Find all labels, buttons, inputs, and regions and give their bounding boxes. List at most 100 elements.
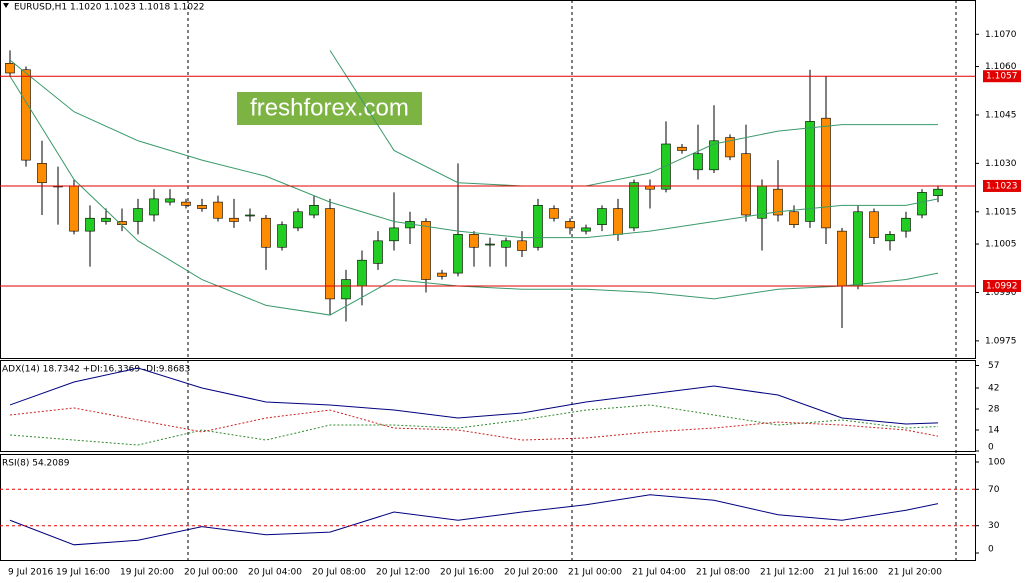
y-tick-label: 1.1005 xyxy=(985,240,1017,250)
x-tick-label: 21 Jul 16:00 xyxy=(824,568,878,578)
candle-body xyxy=(133,208,143,222)
x-tick-label: 20 Jul 08:00 xyxy=(312,568,366,578)
y-tick-label: 57 xyxy=(988,361,999,371)
y-tick-label: 1.1070 xyxy=(985,30,1017,40)
y-tick-label: 28 xyxy=(988,405,1000,415)
x-tick-label: 20 Jul 04:00 xyxy=(248,568,302,578)
candle-body xyxy=(21,69,31,161)
level-label: 1.1057 xyxy=(986,72,1018,82)
y-tick-label: 0 xyxy=(988,545,994,555)
candle-body xyxy=(213,201,223,219)
x-tick-label: 20 Jul 16:00 xyxy=(440,568,494,578)
x-tick-label: 20 Jul 20:00 xyxy=(504,568,558,578)
x-tick-label: 21 Jul 08:00 xyxy=(696,568,750,578)
candle-body xyxy=(885,234,895,242)
candle-body xyxy=(789,211,799,225)
candle-body xyxy=(597,208,607,225)
x-tick-label: 19 Jul 16:00 xyxy=(56,568,110,578)
candle-body xyxy=(901,217,911,232)
rsi-title: RSI(8) 54.2089 xyxy=(2,459,70,469)
candle-body xyxy=(149,198,159,216)
candle-body xyxy=(261,217,271,248)
panel xyxy=(0,50,975,328)
candle-body xyxy=(389,227,399,242)
main-panel-frame xyxy=(0,0,976,359)
candle-body xyxy=(629,182,639,229)
candle-body xyxy=(117,221,127,225)
candle-body xyxy=(37,163,47,184)
watermark-box xyxy=(237,92,422,125)
x-tick-label: 21 Jul 04:00 xyxy=(632,568,686,578)
candle-body xyxy=(197,205,207,209)
menu-icon xyxy=(3,3,9,8)
y-tick-label: 42 xyxy=(988,384,999,394)
indicator-line xyxy=(9,404,939,446)
candle-body xyxy=(5,63,15,74)
candle-body xyxy=(437,272,447,277)
level-label-box xyxy=(983,70,1021,83)
candle-body xyxy=(837,230,847,287)
indicator-line xyxy=(9,407,939,441)
y-tick-label: 0 xyxy=(988,443,994,453)
candle-body xyxy=(677,146,687,151)
x-tick-label: 9 Jul 2016 xyxy=(8,568,53,578)
rsi-panel-frame xyxy=(0,454,976,561)
y-tick-label: 1.1060 xyxy=(985,62,1017,72)
candle-body xyxy=(245,214,255,217)
y-tick-label: 30 xyxy=(988,521,1000,531)
y-tick-label: 1.1015 xyxy=(985,207,1017,217)
candle-body xyxy=(565,221,575,229)
x-tick-label: 21 Jul 00:00 xyxy=(568,568,622,578)
indicator-line xyxy=(9,367,939,425)
candle-body xyxy=(469,234,479,248)
y-tick-label: 1.1045 xyxy=(985,110,1017,120)
candle-body xyxy=(69,185,79,232)
indicator-line xyxy=(9,494,939,546)
candle-body xyxy=(933,188,943,196)
candle-body xyxy=(101,217,111,222)
x-tick-label: 21 Jul 20:00 xyxy=(888,568,942,578)
candle-body xyxy=(709,140,719,171)
candle-body xyxy=(517,240,527,251)
candle-body xyxy=(293,211,303,229)
candle-body xyxy=(613,208,623,235)
candle-body xyxy=(165,198,175,203)
candle-body xyxy=(421,221,431,280)
candle-body xyxy=(85,217,95,232)
candle-body xyxy=(229,217,239,222)
adx-title: ADX(14) 18.7342 +DI:16.3369 -DI:9.8683 xyxy=(2,365,190,375)
candle-body xyxy=(853,211,863,287)
candle-body xyxy=(693,153,703,171)
level-label-box xyxy=(983,179,1021,192)
y-tick-label: 1.0975 xyxy=(985,336,1017,346)
candle-body xyxy=(181,201,191,206)
y-tick-label: 1.1030 xyxy=(985,159,1017,169)
candle-body xyxy=(325,208,335,300)
panel xyxy=(0,488,975,546)
candle-body xyxy=(453,234,463,274)
y-tick-label: 1.0990 xyxy=(985,288,1017,298)
band-upper xyxy=(329,50,938,187)
x-tick-label: 20 Jul 12:00 xyxy=(376,568,430,578)
y-tick-label: 14 xyxy=(988,426,1000,436)
panel xyxy=(9,367,939,446)
candle-body xyxy=(549,208,559,219)
level-label: 1.0992 xyxy=(986,282,1018,292)
chart-title: EURUSD,H1 1.1020 1.1023 1.1018 1.1022 xyxy=(14,3,205,13)
candle-body xyxy=(309,205,319,216)
y-tick-label: 70 xyxy=(988,485,1000,495)
candle-body xyxy=(501,240,511,248)
adx-panel-frame xyxy=(0,360,976,452)
x-tick-label: 21 Jul 12:00 xyxy=(760,568,814,578)
candle-body xyxy=(581,227,591,232)
x-tick-label: 19 Jul 20:00 xyxy=(120,568,174,578)
x-tick-label: 20 Jul 00:00 xyxy=(184,568,238,578)
candle-body xyxy=(277,224,287,248)
candle-body xyxy=(741,153,751,216)
candle-body xyxy=(821,117,831,229)
level-label: 1.1023 xyxy=(986,181,1018,191)
candle-body xyxy=(661,143,671,190)
watermark: freshforex.com xyxy=(250,94,409,121)
